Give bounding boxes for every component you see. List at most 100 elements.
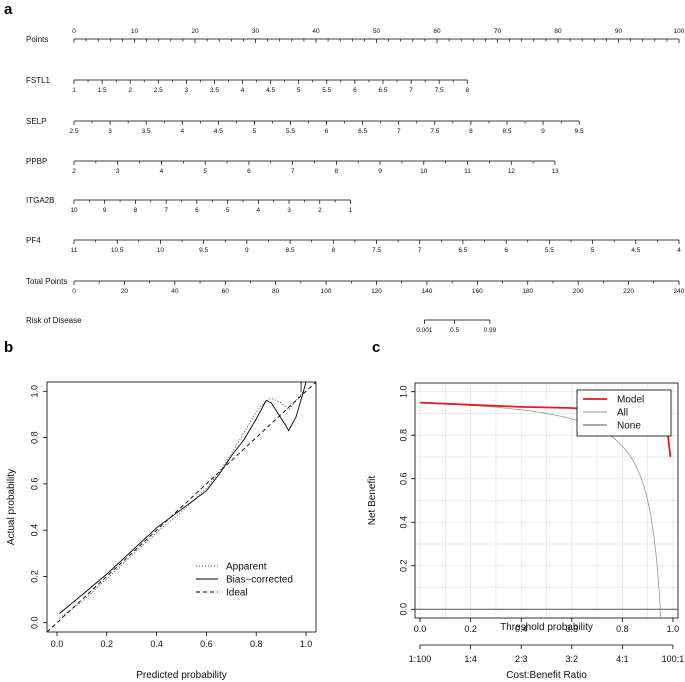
dca-y-tick-label: 1.0 [398, 385, 408, 398]
risk-tick-label: 0.5 [450, 327, 459, 334]
row-tick-label: 20 [121, 288, 129, 295]
dca-secondary-axis-label: Cost:Benefit Ratio [506, 670, 587, 681]
row-tick-label: 8.5 [286, 247, 295, 254]
row-tick-label: 1.5 [98, 87, 107, 94]
legend-label-2: Ideal [226, 588, 248, 599]
dca-x-tick-label: 0.6 [566, 624, 579, 634]
row-tick-label: 3 [116, 168, 120, 175]
row-tick-label: 2 [318, 207, 322, 214]
row-tick-label: 8 [465, 87, 469, 94]
points-tick-label: 40 [312, 28, 320, 35]
calibration-y-tick-label: 0.8 [29, 431, 39, 444]
row-tick-label: 9.5 [199, 247, 208, 254]
row-tick-label: 180 [522, 288, 533, 295]
calibration-x-tick-label: 0.0 [51, 639, 64, 649]
dca-y-tick-label: 0.4 [398, 516, 408, 529]
row-label-3: PPBP [26, 157, 47, 166]
row-tick-label: 5 [297, 87, 301, 94]
calibration-series-bias-corrected [59, 382, 307, 614]
row-tick-label: 4.5 [266, 87, 275, 94]
dca-x-tick-label: 0.2 [464, 624, 477, 634]
row-tick-label: 100 [321, 288, 332, 295]
calibration-x-tick-label: 0.6 [200, 639, 213, 649]
row-tick-label: 5 [203, 168, 207, 175]
row-label-7: Risk of Disease [26, 316, 82, 325]
row-label-6: Total Points [26, 277, 67, 286]
row-tick-label: 200 [573, 288, 584, 295]
dca-secondary-tick-label: 3:2 [566, 654, 579, 664]
row-tick-label: 12 [508, 168, 516, 175]
points-tick-label: 60 [433, 28, 441, 35]
row-label-1: FSTL1 [26, 76, 51, 85]
row-tick-label: 3.5 [142, 128, 151, 135]
row-tick-label: 140 [421, 288, 432, 295]
row-tick-label: 6 [195, 207, 199, 214]
row-tick-label: 2 [128, 87, 132, 94]
dca-x-tick-label: 1.0 [667, 624, 680, 634]
row-tick-label: 6.5 [458, 247, 467, 254]
row-tick-label: 8 [335, 168, 339, 175]
calibration-y-axis-label: Actual probability [6, 469, 17, 545]
row-tick-label: 5.5 [322, 87, 331, 94]
dca-x-tick-label: 0.8 [616, 624, 629, 634]
row-tick-label: 2.5 [154, 87, 163, 94]
calibration-x-tick-label: 0.8 [250, 639, 263, 649]
calibration-plot-frame [46, 381, 317, 633]
decision-curve-panel: c 0.0 0.2 0.4 0.6 0.8 1.0 0.0 0.2 0.4 0.6 0.8 1.0 Th… [367, 339, 684, 681]
row-tick-label: 80 [272, 288, 280, 295]
calibration-y-tick-label: 0.2 [29, 570, 39, 583]
panel-label-a: a [4, 1, 13, 18]
row-tick-label: 8.5 [502, 128, 511, 135]
row-tick-label: 7.5 [372, 247, 381, 254]
row-tick-label: 3 [185, 87, 189, 94]
calibration-y-tick-label: 0.6 [29, 478, 39, 491]
dca-x-tick-label: 0.0 [414, 624, 427, 634]
dca-legend-label-2: None [617, 421, 641, 432]
points-tick-label: 0 [72, 28, 76, 35]
row-tick-label: 7 [291, 168, 295, 175]
legend-label-1: Bias−corrected [226, 575, 293, 586]
row-tick-label: 1 [72, 87, 76, 94]
dca-secondary-tick-label: 1:4 [464, 654, 477, 664]
row-tick-label: 5 [226, 207, 230, 214]
calibration-panel: b 0.0 0.2 0.4 0.6 0.8 1.0 0.0 0.2 0.4 0.6 0.8 1.0 Pr… [4, 339, 317, 681]
row-tick-label: 9 [103, 207, 107, 214]
calibration-series-ideal [47, 382, 316, 632]
dca-legend-label-0: Model [617, 395, 644, 406]
row-label-4: ITGA2B [26, 196, 54, 205]
points-tick-label: 90 [615, 28, 623, 35]
row-tick-label: 60 [222, 288, 230, 295]
legend-label-0: Apparent [226, 562, 267, 573]
row-tick-label: 10.5 [111, 247, 124, 254]
row-tick-label: 8 [331, 247, 335, 254]
row-tick-label: 11 [71, 247, 78, 254]
row-label-2: SELP [26, 117, 46, 126]
row-tick-label: 7 [164, 207, 168, 214]
row-tick-label: 10 [70, 207, 78, 214]
row-tick-label: 10 [157, 247, 165, 254]
calibration-x-axis-label: Predicted probability [136, 670, 227, 681]
dca-legend-label-1: All [617, 408, 628, 419]
row-tick-label: 4 [677, 247, 681, 254]
row-tick-label: 8 [134, 207, 138, 214]
row-tick-label: 7.5 [430, 128, 439, 135]
row-tick-label: 160 [472, 288, 483, 295]
row-tick-label: 220 [623, 288, 634, 295]
row-tick-label: 4.5 [631, 247, 640, 254]
row-tick-label: 7 [418, 247, 422, 254]
dca-secondary-tick-label: 2:3 [515, 654, 528, 664]
points-tick-label: 80 [554, 28, 562, 35]
row-tick-label: 5.5 [545, 247, 554, 254]
row-tick-label: 6 [247, 168, 251, 175]
row-tick-label: 240 [674, 288, 685, 295]
row-tick-label: 7 [397, 128, 401, 135]
row-label-0: Points [26, 35, 48, 44]
row-tick-label: 6.5 [358, 128, 367, 135]
row-tick-label: 4 [257, 207, 261, 214]
calibration-x-tick-label: 0.4 [150, 639, 163, 649]
risk-tick-label: 0.001 [416, 327, 433, 334]
calibration-x-tick-label: 1.0 [300, 639, 313, 649]
row-tick-label: 13 [551, 168, 559, 175]
row-tick-label: 5 [591, 247, 595, 254]
row-tick-label: 6 [504, 247, 508, 254]
